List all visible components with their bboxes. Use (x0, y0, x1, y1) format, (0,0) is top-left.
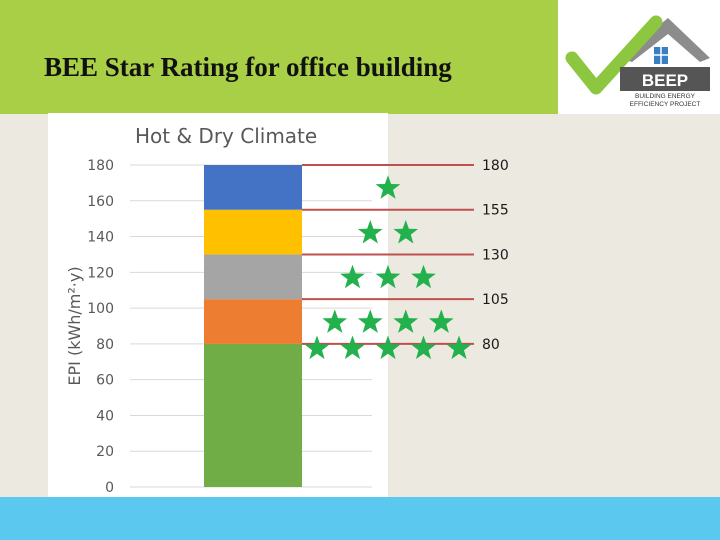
y-tick-label: 100 (87, 301, 114, 317)
star-icon (411, 335, 436, 360)
star-icon (357, 220, 383, 244)
threshold-label: 130 (482, 247, 509, 263)
bar-segment (204, 299, 302, 344)
bar-segment (204, 165, 302, 210)
logo-graphic: BEEP BUILDING ENERGY EFFICIENCY PROJECT (565, 15, 710, 108)
bar-segment (204, 343, 302, 487)
star-icon (393, 309, 419, 333)
y-tick-label: 0 (105, 480, 114, 496)
bar-segment (204, 209, 302, 255)
star-icon (411, 264, 436, 289)
star-icon (357, 309, 383, 333)
y-tick-label: 20 (96, 444, 114, 460)
y-axis-label: EPI (kWh/m²·y) (65, 266, 84, 385)
threshold-label: 105 (482, 292, 509, 308)
y-tick-label: 120 (87, 265, 114, 281)
footer-band (0, 497, 720, 540)
y-tick-label: 80 (96, 337, 114, 353)
star-icon (340, 264, 365, 289)
logo-name: BEEP (642, 71, 688, 90)
y-tick-label: 160 (87, 194, 114, 210)
y-tick-label: 60 (96, 373, 114, 389)
logo-line2: EFFICIENCY PROJECT (630, 101, 701, 108)
y-tick-label: 40 (96, 408, 114, 424)
title-banner: BEE Star Rating for office building (0, 0, 558, 114)
beep-logo: BEEP BUILDING ENERGY EFFICIENCY PROJECT (558, 0, 720, 114)
y-tick-label: 140 (87, 230, 114, 246)
logo-roof (620, 18, 710, 62)
check-icon (565, 15, 663, 95)
logo-name-bar (620, 67, 710, 91)
bar-segment (204, 254, 302, 300)
logo-line1: BUILDING ENERGY (635, 93, 696, 100)
star-icon (322, 309, 348, 333)
threshold-label: 155 (482, 203, 509, 219)
star-icon (304, 335, 330, 360)
y-tick-label: 180 (87, 158, 114, 174)
star-icon (446, 335, 472, 360)
star-icon (393, 220, 419, 244)
threshold-label: 80 (482, 337, 500, 353)
star-icon (375, 335, 401, 360)
chart-title: Hot & Dry Climate (135, 124, 317, 148)
star-icon (428, 309, 454, 333)
star-icon (375, 264, 401, 289)
threshold-label: 180 (482, 158, 509, 174)
page-title: BEE Star Rating for office building (44, 52, 452, 82)
star-icon (340, 335, 365, 360)
star-icon (375, 175, 401, 199)
